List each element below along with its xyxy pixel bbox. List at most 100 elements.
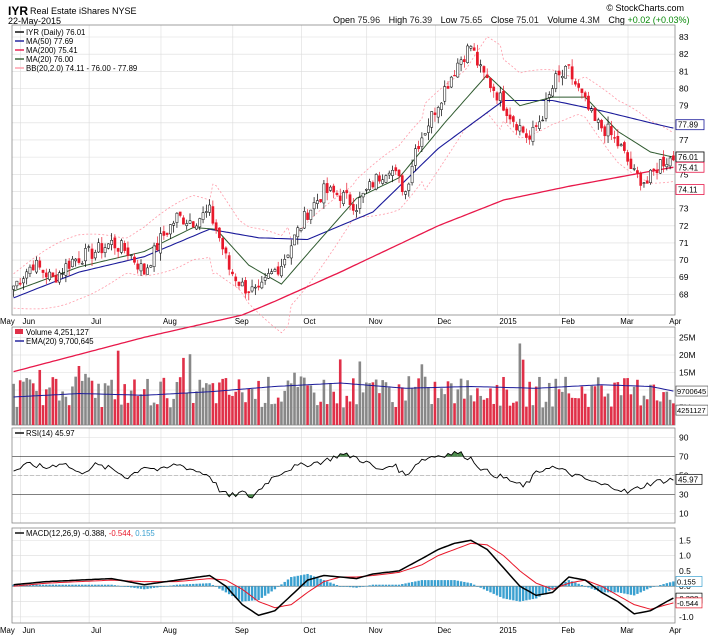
macd-histogram-bar bbox=[84, 584, 87, 587]
candle-body bbox=[319, 199, 322, 203]
volume-bar bbox=[198, 379, 202, 425]
candle-body bbox=[152, 245, 156, 267]
candle-body bbox=[335, 192, 339, 195]
macd-histogram-bar bbox=[64, 584, 68, 587]
rsi-value-tag bbox=[675, 473, 703, 485]
candle-body bbox=[214, 222, 218, 231]
rsi-tick-label: 70 bbox=[679, 452, 689, 462]
candle-body bbox=[299, 228, 303, 231]
volume-bar bbox=[665, 391, 669, 425]
candle-body bbox=[505, 108, 509, 116]
candle-body bbox=[113, 237, 117, 249]
price-panel-frame bbox=[11, 24, 676, 316]
close-label: Close bbox=[490, 15, 514, 25]
candle-body bbox=[609, 126, 613, 136]
candle-body bbox=[469, 46, 473, 49]
volume-bar bbox=[263, 402, 267, 425]
macd-histogram-bar bbox=[205, 583, 208, 587]
macd-histogram-bar bbox=[486, 586, 489, 591]
rsi-tick-label: 90 bbox=[679, 433, 689, 443]
macd-histogram-bar bbox=[446, 580, 450, 587]
macd-histogram-bar bbox=[489, 586, 492, 593]
candle-body bbox=[58, 272, 61, 283]
volume-bar bbox=[639, 405, 643, 425]
volume-bar bbox=[348, 401, 352, 425]
candle-body bbox=[649, 169, 652, 183]
macd-histogram-bar bbox=[201, 583, 205, 587]
macd-legend-part: 0.155 bbox=[135, 529, 155, 538]
x-axis-label-bottom: Jul bbox=[91, 626, 101, 635]
volume-bar bbox=[257, 380, 260, 425]
candle-body bbox=[280, 265, 283, 277]
macd-histogram-bar bbox=[502, 586, 505, 599]
volume-bar bbox=[541, 407, 545, 425]
volume-bar bbox=[133, 379, 136, 425]
macd-histogram-bar bbox=[28, 584, 32, 587]
volume-bar bbox=[505, 389, 509, 425]
macd-histogram-bar bbox=[172, 585, 175, 587]
candle-body bbox=[655, 169, 659, 174]
macd-value-tag-label: 0.155 bbox=[677, 577, 696, 586]
candle-body bbox=[668, 157, 672, 167]
ticker-symbol: IYR bbox=[8, 4, 29, 18]
x-axis-label-price: May bbox=[0, 317, 15, 326]
macd-histogram-bar bbox=[182, 584, 185, 587]
macd-histogram-bar bbox=[74, 584, 77, 587]
candle-body bbox=[489, 77, 492, 89]
volume-ema-legend: EMA(20) 9,700,645 bbox=[26, 337, 94, 346]
candle-body bbox=[302, 211, 306, 229]
macd-histogram-bar bbox=[433, 580, 437, 587]
price-value-tag-label: 76.01 bbox=[678, 153, 699, 162]
macd-histogram-bar bbox=[211, 585, 215, 587]
macd-histogram-bar bbox=[659, 585, 662, 587]
candle-body bbox=[361, 192, 365, 198]
volume-bar bbox=[404, 400, 407, 425]
candle-body bbox=[551, 88, 554, 97]
macd-histogram-bar bbox=[133, 586, 136, 588]
volume-bar bbox=[156, 404, 159, 425]
candle-body bbox=[472, 47, 476, 51]
candle-body bbox=[508, 114, 512, 120]
volume-bar bbox=[397, 384, 401, 425]
volume-bar bbox=[557, 389, 561, 425]
macd-histogram-bar bbox=[443, 580, 446, 587]
volume-bar bbox=[351, 378, 355, 425]
volume-bar bbox=[273, 403, 277, 425]
volume-bar bbox=[195, 391, 198, 425]
macd-histogram-bar bbox=[325, 581, 329, 587]
volume-bar bbox=[407, 376, 411, 425]
volume-bar bbox=[358, 361, 362, 425]
candle-body bbox=[476, 51, 479, 66]
macd-histogram-bar bbox=[32, 584, 35, 587]
macd-signal-line bbox=[13, 542, 674, 610]
macd-histogram-bar bbox=[162, 586, 166, 587]
macd-histogram-bar bbox=[126, 586, 130, 587]
volume-bar bbox=[64, 396, 68, 425]
x-axis-label-bottom: Mar bbox=[620, 626, 634, 635]
candle-body bbox=[603, 126, 607, 137]
volume-bar bbox=[322, 379, 326, 425]
macd-histogram-bar bbox=[241, 586, 244, 602]
macd-histogram-bar bbox=[332, 583, 335, 587]
volume-bar bbox=[387, 387, 391, 425]
volume-bar bbox=[538, 376, 541, 425]
volume-bar bbox=[58, 400, 61, 425]
macd-histogram-bar bbox=[192, 583, 195, 587]
volume-bar bbox=[472, 401, 476, 425]
rsi-overbought-fill bbox=[457, 451, 462, 457]
macd-histogram-bar bbox=[100, 584, 104, 587]
price-tick-label: 82 bbox=[679, 49, 689, 59]
macd-histogram-bar bbox=[508, 586, 512, 600]
volume-bar bbox=[626, 378, 629, 425]
candle-body bbox=[253, 286, 257, 289]
macd-histogram-bar bbox=[521, 586, 525, 601]
macd-legend-part: MACD(12,26,9) bbox=[26, 529, 82, 538]
candle-body bbox=[446, 86, 450, 89]
candle-body bbox=[436, 107, 440, 118]
x-axis-label-price: Sep bbox=[235, 317, 250, 326]
candle-body bbox=[632, 168, 636, 170]
price-tick-label: 80 bbox=[679, 83, 689, 93]
macd-histogram-bar bbox=[267, 586, 270, 594]
candle-body bbox=[289, 245, 293, 259]
